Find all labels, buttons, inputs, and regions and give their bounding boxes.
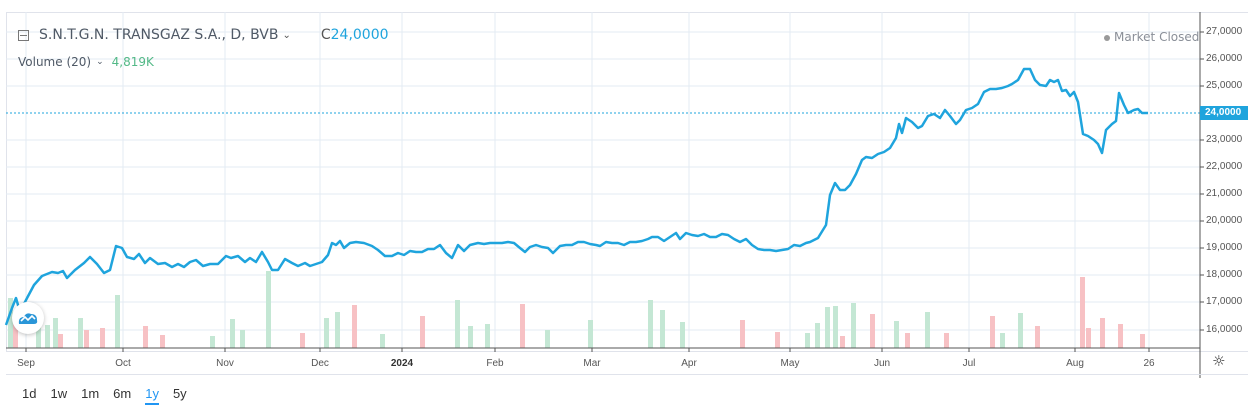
chevron-down-icon[interactable]: ⌄ [96,57,104,67]
x-label: Dec [311,358,329,369]
chart-frame [6,12,1248,352]
volume-bars [8,271,1145,348]
y-label: 21,0000 [1206,188,1243,199]
status-dot-icon [1104,34,1110,41]
x-label: 26 [1143,358,1155,369]
y-label: 20,0000 [1206,215,1243,226]
price-line [4,67,1148,326]
y-label: 23,0000 [1206,134,1243,145]
x-label: Aug [1066,358,1084,369]
x-label: Apr [681,358,697,369]
range-selector: 1d 1w 1m 6m 1y 5y [22,386,187,405]
chevron-down-icon[interactable]: ⌄ [282,29,291,41]
gear-icon[interactable]: ☼ [1212,352,1226,370]
divider [6,374,1248,375]
y-label: 22,0000 [1206,161,1243,172]
x-label: Nov [216,358,234,369]
x-label: Jul [962,358,976,369]
range-1w[interactable]: 1w [50,386,68,401]
volume-label[interactable]: Volume (20) [18,55,92,69]
last-price-label: 24,0000 [1200,106,1248,120]
x-ticks [25,348,1150,352]
y-label: 25,0000 [1206,80,1243,91]
range-1m[interactable]: 1m [81,386,100,401]
y-label: 18,0000 [1206,269,1243,280]
y-label: 16,0000 [1206,324,1243,335]
range-6m[interactable]: 6m [113,386,132,401]
x-label: Sep [17,358,35,369]
x-label: 2024 [390,358,414,369]
range-5y[interactable]: 5y [172,386,187,401]
collapse-icon[interactable] [18,29,29,41]
x-label: Jun [873,358,891,369]
range-1d[interactable]: 1d [22,386,37,401]
x-label: Mar [583,358,601,369]
x-label: Oct [115,358,131,369]
volume-value: 4,819K [111,55,154,69]
symbol-title[interactable]: S.N.T.G.N. TRANSGAZ S.A., D, BVB [39,27,279,43]
y-label: 26,0000 [1206,53,1243,64]
grid [6,12,1200,348]
tradingview-logo-icon[interactable] [12,302,44,334]
y-ticks [1200,31,1204,331]
y-label: 17,0000 [1206,296,1243,307]
range-1y[interactable]: 1y [145,386,159,405]
market-status: Market Closed [1104,30,1199,44]
x-label: Feb [486,358,504,369]
x-label: May [780,358,800,369]
series-legend[interactable]: S.N.T.G.N. TRANSGAZ S.A., D, BVB ⌄ C24,0… [18,27,389,43]
close-price: C24,0000 [320,27,389,43]
y-label: 27,0000 [1206,26,1243,37]
volume-legend[interactable]: Volume (20) ⌄ 4,819K [18,55,154,69]
y-label: 19,0000 [1206,242,1243,253]
